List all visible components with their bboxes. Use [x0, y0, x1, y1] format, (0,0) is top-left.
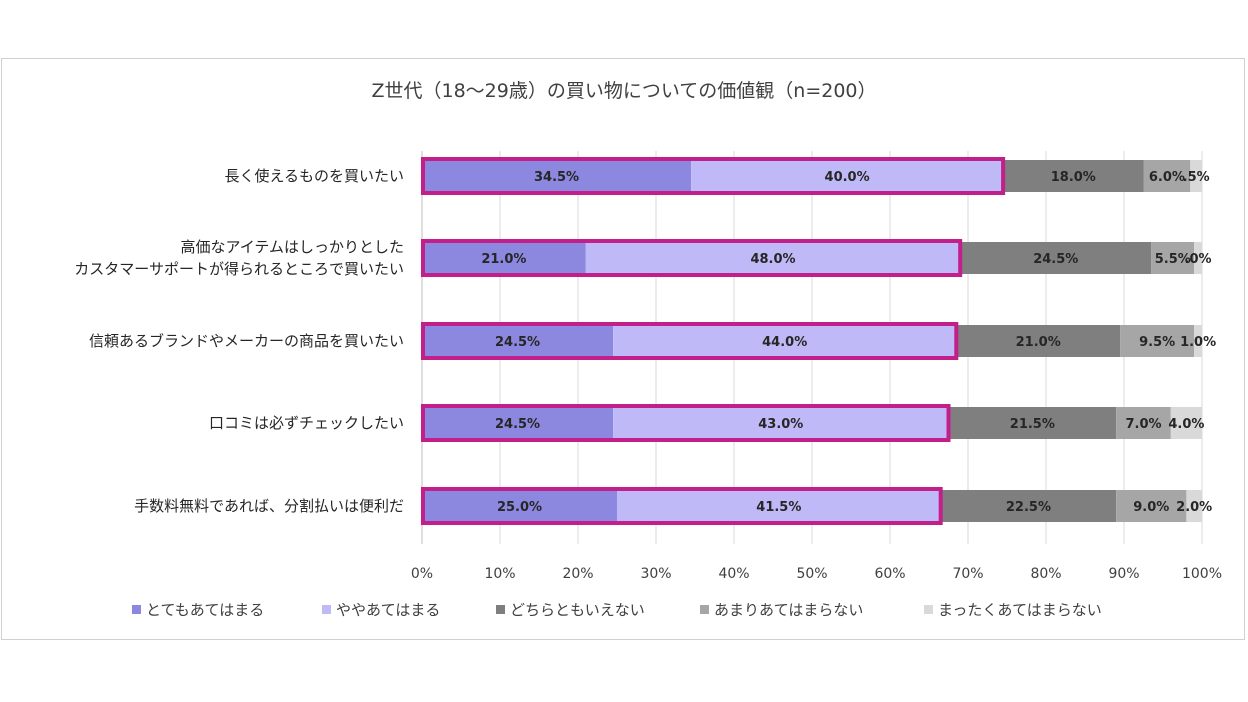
bar-segment	[948, 407, 1117, 439]
legend-label: ややあてはまる	[336, 601, 440, 619]
tick-label: 50%	[796, 566, 827, 582]
tick-label: 80%	[1030, 566, 1061, 582]
data-label: 44.0%	[762, 335, 807, 350]
category-label: 信頼あるブランドやメーカーの商品を買いたい	[89, 332, 404, 350]
data-label: 21.0%	[1016, 335, 1061, 350]
legend-label: あまりあてはまらない	[714, 601, 863, 619]
stacked-bar-chart: Z世代（18〜29歳）の買い物についての価値観（n=200） 34.5% 40.0…	[74, 80, 1222, 619]
tick-label: 40%	[718, 566, 749, 582]
data-label: 1.0%	[1180, 335, 1216, 350]
data-label: 18.0%	[1051, 170, 1096, 185]
category-label: カスタマーサポートが得られるところで買いたい	[74, 260, 404, 278]
bar-segment	[1151, 242, 1195, 274]
tick-label: 10%	[484, 566, 515, 582]
data-label: 22.5%	[1006, 500, 1051, 515]
data-label: 7.0%	[1125, 417, 1161, 432]
highlight-outline	[421, 322, 959, 360]
data-label: 48.0%	[750, 252, 795, 267]
tick-label: 20%	[562, 566, 593, 582]
legend-label: まったくあてはまらない	[938, 601, 1102, 619]
data-label: 21.5%	[1010, 417, 1055, 432]
bar-segment	[422, 407, 614, 439]
bar-segment	[1116, 407, 1171, 439]
data-label: .0%	[1185, 252, 1212, 267]
highlight-outline	[421, 239, 963, 277]
bar-segment	[1194, 242, 1202, 274]
bar-segment	[422, 490, 617, 522]
bar-segment	[1003, 160, 1144, 192]
highlight-outline	[421, 404, 951, 442]
data-label: 25.0%	[497, 500, 542, 515]
data-label: 40.0%	[825, 170, 870, 185]
data-label: 43.0%	[758, 417, 803, 432]
data-label: 34.5%	[534, 170, 579, 185]
data-label: 41.5%	[756, 500, 801, 515]
data-label: 9.0%	[1133, 500, 1169, 515]
category-label: 長く使えるものを買いたい	[224, 167, 404, 185]
data-label: .5%	[1183, 170, 1210, 185]
category-label: 高価なアイテムはしっかりとした	[180, 238, 404, 256]
bar-segment	[956, 325, 1121, 357]
tick-label: 70%	[952, 566, 983, 582]
data-label: 24.5%	[1033, 252, 1078, 267]
bar-segment	[585, 242, 961, 274]
tick-label: 60%	[874, 566, 905, 582]
category-label: 口コミは必ずチェックしたい	[209, 414, 404, 432]
legend-swatch	[700, 605, 709, 614]
bar-segment	[422, 160, 692, 192]
tick-label: 30%	[640, 566, 671, 582]
bar-segment	[940, 490, 1117, 522]
legend-swatch	[322, 605, 331, 614]
legend-swatch	[132, 605, 141, 614]
highlight-outline	[421, 157, 1006, 195]
legend-swatch	[924, 605, 933, 614]
data-label: 9.5%	[1139, 335, 1175, 350]
data-label: 24.5%	[495, 417, 540, 432]
bar-segment	[1186, 490, 1202, 522]
chart-frame: Z世代（18〜29歳）の買い物についての価値観（n=200） 34.5% 40.0…	[1, 58, 1245, 640]
tick-label: 100%	[1182, 566, 1222, 582]
highlight-outline	[421, 487, 943, 525]
bars: 34.5% 40.0% 18.0% 6.0%.5% 21.0% 48.0% 24.5% 5.5…	[421, 157, 1216, 525]
legend-label: どちらともいえない	[510, 601, 645, 619]
bar-segment	[617, 490, 941, 522]
bar-segment	[1116, 490, 1187, 522]
legend-label: とてもあてはまる	[146, 601, 264, 619]
tick-label: 90%	[1108, 566, 1139, 582]
data-label: 4.0%	[1168, 417, 1204, 432]
bar-segment	[1170, 407, 1202, 439]
data-label: 6.0%	[1149, 170, 1185, 185]
bar-segment	[1143, 160, 1191, 192]
tick-label: 0%	[411, 566, 433, 582]
legend: とてもあてはまる ややあてはまる どちらともいえない あまりあてはまらない まったくあて…	[132, 601, 1102, 619]
bar-segment	[1120, 325, 1195, 357]
bar-segment	[691, 160, 1004, 192]
data-label: 21.0%	[481, 252, 526, 267]
bar-segment	[960, 242, 1152, 274]
data-label: 24.5%	[495, 335, 540, 350]
bar-segment	[422, 325, 614, 357]
bar-segment	[1190, 160, 1202, 192]
bar-segment	[422, 242, 586, 274]
data-label: 2.0%	[1176, 500, 1212, 515]
x-axis-ticks: 0% 10% 20% 30% 40% 50% 60% 70% 80% 90% 100%	[411, 566, 1222, 582]
category-label: 手数料無料であれば、分割払いは便利だ	[134, 497, 404, 515]
data-label: 5.5%	[1155, 252, 1191, 267]
bar-segment	[1194, 325, 1202, 357]
bar-segment	[613, 407, 949, 439]
legend-swatch	[496, 605, 505, 614]
category-labels: 長く使えるものを買いたい高価なアイテムはしっかりとしたカスタマーサポートが得られ…	[74, 167, 404, 515]
bar-segment	[613, 325, 957, 357]
chart-title: Z世代（18〜29歳）の買い物についての価値観（n=200）	[371, 80, 876, 102]
